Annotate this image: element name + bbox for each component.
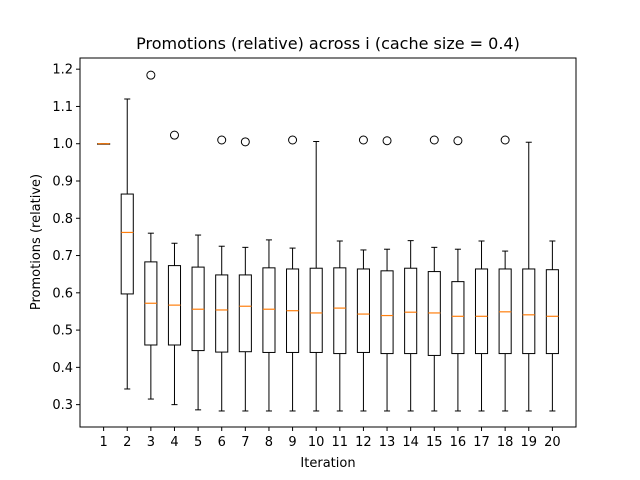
box-group-10 bbox=[309, 140, 323, 412]
iqr-box bbox=[404, 267, 418, 355]
x-tick-label: 15 bbox=[426, 435, 443, 450]
box-group-15 bbox=[427, 135, 441, 412]
outlier-point bbox=[382, 136, 392, 146]
x-tick-label: 17 bbox=[473, 435, 490, 450]
iqr-box bbox=[309, 267, 323, 353]
box-group-2 bbox=[120, 98, 134, 390]
x-tick-label: 18 bbox=[497, 435, 514, 450]
y-tick-label: 1.2 bbox=[52, 63, 73, 78]
outlier-point bbox=[358, 135, 368, 145]
box-group-8 bbox=[262, 239, 276, 412]
x-tick-label: 10 bbox=[308, 435, 325, 450]
y-tick-label: 1.0 bbox=[52, 137, 73, 152]
outlier-point bbox=[453, 136, 463, 146]
box-group-14 bbox=[404, 240, 418, 412]
box-group-19 bbox=[522, 141, 536, 412]
y-tick-label: 0.3 bbox=[52, 398, 73, 413]
outlier-point bbox=[146, 70, 156, 80]
iqr-box bbox=[238, 274, 252, 353]
x-axis: 1 2 3 4 5 6 7 8 9 10 11 12 13 14 15 16 17 18 19 20 bbox=[99, 427, 561, 450]
box-group-1 bbox=[97, 143, 111, 145]
box-group-12 bbox=[356, 135, 370, 412]
box-group-9 bbox=[286, 135, 300, 412]
axes-frame bbox=[79, 57, 577, 428]
iqr-box bbox=[545, 269, 559, 355]
x-tick-label: 16 bbox=[450, 435, 467, 450]
outlier-point bbox=[217, 135, 227, 145]
box-group-6 bbox=[215, 135, 229, 412]
outlier-point bbox=[500, 135, 510, 145]
iqr-box bbox=[120, 193, 134, 295]
box-group-4 bbox=[167, 130, 182, 406]
outlier-point bbox=[169, 130, 179, 140]
box-group-18 bbox=[498, 135, 512, 412]
chart-title: Promotions (relative) across i (cache si… bbox=[136, 34, 520, 53]
iqr-box bbox=[474, 268, 489, 355]
box-group-20 bbox=[545, 240, 559, 412]
x-tick-label: 12 bbox=[355, 435, 372, 450]
x-tick-label: 4 bbox=[170, 435, 178, 450]
iqr-box bbox=[215, 274, 229, 353]
plot-area bbox=[97, 70, 559, 412]
y-axis-label: Promotions (relative) bbox=[29, 174, 44, 310]
x-tick-label: 9 bbox=[288, 435, 296, 450]
outlier-point bbox=[288, 135, 298, 145]
box-group-3 bbox=[144, 70, 158, 400]
box-group-5 bbox=[191, 234, 205, 411]
iqr-box bbox=[451, 281, 465, 355]
iqr-box bbox=[380, 270, 394, 355]
x-tick-label: 2 bbox=[123, 435, 131, 450]
iqr-box bbox=[333, 267, 347, 355]
x-tick-label: 20 bbox=[544, 435, 561, 450]
box-group-16 bbox=[451, 136, 465, 412]
iqr-box bbox=[356, 268, 370, 353]
x-axis-label: Iteration bbox=[300, 456, 355, 471]
iqr-box bbox=[262, 267, 276, 353]
y-axis: 0.3 0.4 0.5 0.6 0.7 0.8 0.9 1.0 1.1 1.2 bbox=[52, 63, 80, 413]
box-group-7 bbox=[238, 137, 252, 412]
x-tick-label: 11 bbox=[332, 435, 349, 450]
box-group-17 bbox=[474, 240, 489, 412]
y-tick-label: 0.9 bbox=[52, 175, 73, 190]
y-tick-label: 0.5 bbox=[52, 324, 73, 339]
x-tick-label: 7 bbox=[241, 435, 249, 450]
x-tick-label: 3 bbox=[147, 435, 155, 450]
x-tick-label: 19 bbox=[520, 435, 537, 450]
x-tick-label: 14 bbox=[402, 435, 419, 450]
y-tick-label: 0.6 bbox=[52, 286, 73, 301]
outlier-point bbox=[429, 135, 439, 145]
x-tick-label: 6 bbox=[218, 435, 226, 450]
y-tick-label: 0.8 bbox=[52, 212, 73, 227]
box-group-13 bbox=[380, 136, 394, 412]
x-tick-label: 13 bbox=[379, 435, 396, 450]
y-tick-label: 0.4 bbox=[52, 361, 73, 376]
x-tick-label: 8 bbox=[265, 435, 273, 450]
outlier-point bbox=[240, 137, 250, 147]
x-tick-label: 5 bbox=[194, 435, 202, 450]
box-group-11 bbox=[333, 240, 347, 412]
y-tick-label: 1.1 bbox=[52, 100, 73, 115]
iqr-box bbox=[522, 268, 536, 355]
y-tick-label: 0.7 bbox=[52, 249, 73, 264]
x-tick-label: 1 bbox=[99, 435, 107, 450]
